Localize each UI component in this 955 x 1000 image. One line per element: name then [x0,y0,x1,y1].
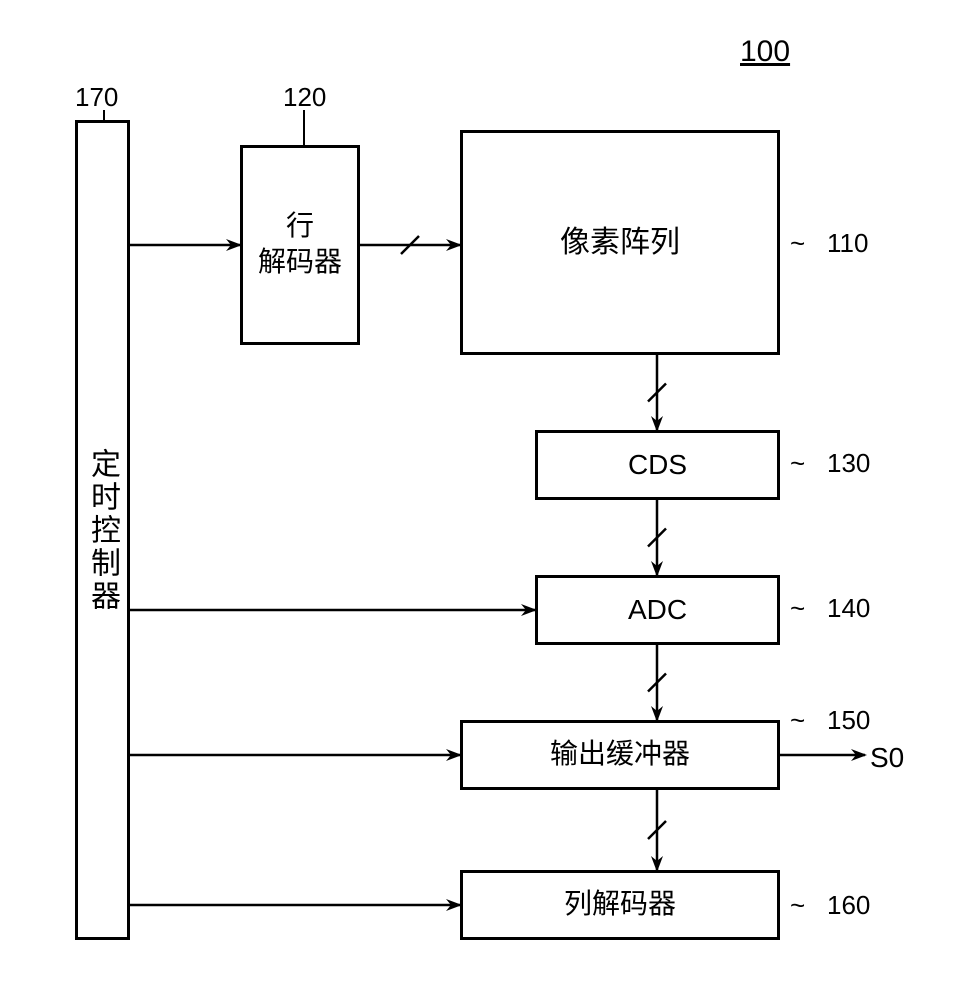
block-150-label: 输出缓冲器 [550,737,690,773]
block-130-label: CDS [628,447,687,483]
block-output-buffer: 输出缓冲器 [460,720,780,790]
leader-170 [103,110,105,120]
block-cds: CDS [535,430,780,500]
ref-150: 150 [827,705,870,736]
ref-110: 110 [827,228,868,259]
ref-140: 140 [827,593,870,624]
tilde-130: ~ [790,448,805,479]
bus-slash-a110-130 [648,384,666,402]
block-170-label: 定时控制器 [83,448,122,613]
tilde-140: ~ [790,593,805,624]
bus-slash-a140-150 [648,674,666,692]
block-column-decoder: 列解码器 [460,870,780,940]
tilde-110: ~ [790,228,805,259]
bus-slash-a150-160 [648,821,666,839]
block-110-label: 像素阵列 [560,223,680,262]
block-timing-controller: 定时控制器 [75,120,130,940]
tilde-160: ~ [790,890,805,921]
ref-120: 120 [283,82,326,113]
output-signal-s0: S0 [870,742,904,774]
diagram-canvas: 100 定时控制器 170 行 解码器 120 像素阵列 ~ 110 CDS ~… [0,0,955,1000]
block-adc: ADC [535,575,780,645]
block-120-label: 行 解码器 [258,209,342,282]
block-row-decoder: 行 解码器 [240,145,360,345]
figure-ref-100: 100 [740,35,790,69]
leader-120 [303,110,305,145]
block-pixel-array: 像素阵列 [460,130,780,355]
ref-160: 160 [827,890,870,921]
ref-130: 130 [827,448,870,479]
block-160-label: 列解码器 [564,887,676,923]
tilde-150: ~ [790,705,805,736]
ref-170: 170 [75,82,118,113]
bus-slash-a120-110 [401,236,419,254]
block-140-label: ADC [628,592,687,628]
bus-slash-a130-140 [648,529,666,547]
